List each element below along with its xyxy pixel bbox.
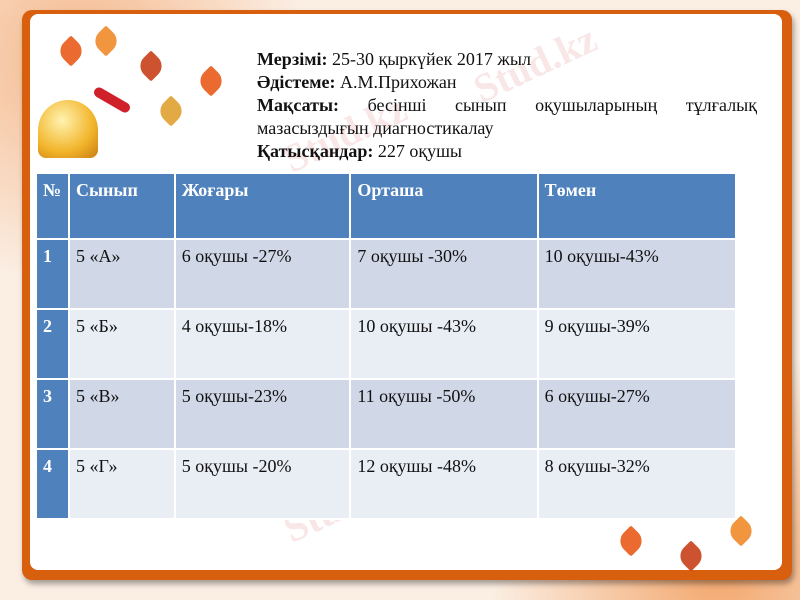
- cell-medium: 10 оқушы -43%: [349, 308, 539, 380]
- header-medium: Орташа: [349, 172, 539, 240]
- cell-high: 6 оқушы -27%: [173, 238, 352, 310]
- method-line: Әдістеме: А.М.Прихожан: [257, 72, 457, 92]
- table-row: 3 5 «В» 5 оқушы-23% 11 оқушы -50% 6 оқуш…: [35, 378, 738, 450]
- table-row: 2 5 «Б» 4 оқушы-18% 10 оқушы -43% 9 оқуш…: [35, 308, 738, 380]
- cell-high: 4 оқушы-18%: [173, 308, 352, 380]
- cell-medium: 12 оқушы -48%: [349, 448, 539, 520]
- cell-class: 5 «Б»: [67, 308, 176, 380]
- date-line: Мерзімі: 25-30 қыркүйек 2017 жыл: [257, 49, 531, 69]
- participants-line: Қатысқандар: 227 оқушы: [257, 141, 463, 161]
- cell-medium: 11 оқушы -50%: [349, 378, 539, 450]
- cell-low: 9 оқушы-39%: [536, 308, 738, 380]
- goal-line: Мақсаты: бесінші сынып оқушыларының тұлғ…: [257, 95, 758, 115]
- row-number: 4: [35, 448, 70, 520]
- goal-line-2: мазасыздығын диагностикалау: [257, 118, 494, 138]
- slide-info: Мерзімі: 25-30 қыркүйек 2017 жыл Әдістем…: [257, 48, 757, 163]
- cell-class: 5 «А»: [67, 238, 176, 310]
- row-number: 1: [35, 238, 70, 310]
- table-row: 1 5 «А» 6 оқушы -27% 7 оқушы -30% 10 оқу…: [35, 238, 738, 310]
- results-table: № Сынып Жоғары Орташа Төмен 1 5 «А» 6 оқ…: [35, 172, 738, 520]
- header-low: Төмен: [536, 172, 738, 240]
- cell-medium: 7 оқушы -30%: [349, 238, 539, 310]
- table-row: 4 5 «Г» 5 оқушы -20% 12 оқушы -48% 8 оқу…: [35, 448, 738, 520]
- header-class: Сынып: [67, 172, 176, 240]
- cell-high: 5 оқушы-23%: [173, 378, 352, 450]
- cell-high: 5 оқушы -20%: [173, 448, 352, 520]
- cell-low: 6 оқушы-27%: [536, 378, 738, 450]
- bell-icon: [38, 100, 98, 158]
- row-number: 3: [35, 378, 70, 450]
- header-number: №: [35, 172, 70, 240]
- cell-low: 10 оқушы-43%: [536, 238, 738, 310]
- cell-low: 8 оқушы-32%: [536, 448, 738, 520]
- cell-class: 5 «Г»: [67, 448, 176, 520]
- cell-class: 5 «В»: [67, 378, 176, 450]
- table-header-row: № Сынып Жоғары Орташа Төмен: [35, 172, 738, 240]
- header-high: Жоғары: [173, 172, 352, 240]
- row-number: 2: [35, 308, 70, 380]
